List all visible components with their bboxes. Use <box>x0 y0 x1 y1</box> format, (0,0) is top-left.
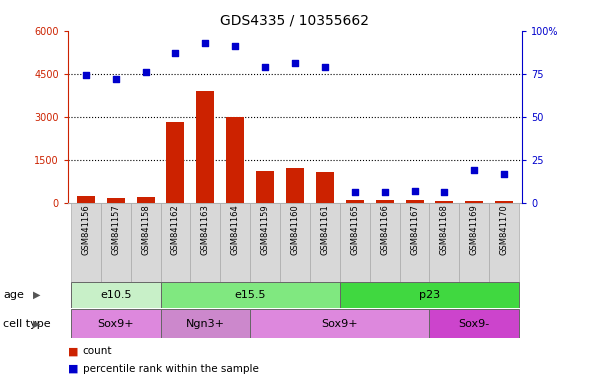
Bar <box>376 200 394 203</box>
Bar <box>286 168 304 203</box>
Bar <box>191 203 220 282</box>
Point <box>500 170 509 177</box>
Text: GSM841158: GSM841158 <box>141 204 150 255</box>
Bar <box>77 195 95 203</box>
Text: count: count <box>83 346 112 356</box>
Point <box>380 189 389 195</box>
Point <box>141 69 150 75</box>
Bar <box>310 203 340 282</box>
Text: ▶: ▶ <box>34 318 41 329</box>
Bar <box>430 309 519 338</box>
Point <box>260 64 270 70</box>
Text: GSM841166: GSM841166 <box>380 204 389 255</box>
Text: Sox9+: Sox9+ <box>97 318 134 329</box>
Text: GDS4335 / 10355662: GDS4335 / 10355662 <box>221 13 369 27</box>
Text: GSM841163: GSM841163 <box>201 204 210 255</box>
Text: GSM841160: GSM841160 <box>290 204 300 255</box>
Text: e10.5: e10.5 <box>100 290 132 300</box>
Point <box>320 64 330 70</box>
Point <box>290 60 300 66</box>
Bar <box>250 309 430 338</box>
Text: e15.5: e15.5 <box>234 290 266 300</box>
Point <box>410 188 419 194</box>
Point <box>201 40 210 46</box>
Text: GSM841167: GSM841167 <box>410 204 419 255</box>
Bar <box>430 203 460 282</box>
Bar <box>160 282 340 308</box>
Bar <box>370 203 399 282</box>
Text: GSM841164: GSM841164 <box>231 204 240 255</box>
Point <box>171 50 180 56</box>
Bar <box>226 117 244 203</box>
Text: ■: ■ <box>68 364 78 374</box>
Point <box>81 72 90 78</box>
Bar <box>340 203 370 282</box>
Point <box>470 167 479 173</box>
Bar <box>250 203 280 282</box>
Text: GSM841169: GSM841169 <box>470 204 479 255</box>
Bar <box>160 309 250 338</box>
Bar <box>107 198 124 203</box>
Text: age: age <box>3 290 24 300</box>
Text: percentile rank within the sample: percentile rank within the sample <box>83 364 258 374</box>
Bar <box>71 203 101 282</box>
Bar <box>137 197 155 203</box>
Point <box>350 189 359 195</box>
Text: GSM841165: GSM841165 <box>350 204 359 255</box>
Text: GSM841168: GSM841168 <box>440 204 449 255</box>
Text: ▶: ▶ <box>34 290 41 300</box>
Bar <box>466 201 483 203</box>
Point <box>111 76 120 82</box>
Text: Ngn3+: Ngn3+ <box>186 318 225 329</box>
Bar <box>160 203 191 282</box>
Bar <box>101 203 130 282</box>
Bar <box>340 282 519 308</box>
Bar <box>405 200 424 203</box>
Bar <box>220 203 250 282</box>
Text: p23: p23 <box>419 290 440 300</box>
Point <box>440 189 449 195</box>
Text: GSM841159: GSM841159 <box>261 204 270 255</box>
Bar <box>435 201 453 203</box>
Bar <box>346 200 364 203</box>
Text: Sox9-: Sox9- <box>458 318 490 329</box>
Point <box>231 43 240 49</box>
Bar <box>316 172 334 203</box>
Bar <box>166 122 185 203</box>
Bar <box>196 91 214 203</box>
Bar <box>71 309 160 338</box>
Bar <box>399 203 430 282</box>
Text: GSM841157: GSM841157 <box>111 204 120 255</box>
Text: Sox9+: Sox9+ <box>322 318 358 329</box>
Bar <box>460 203 489 282</box>
Text: GSM841161: GSM841161 <box>320 204 329 255</box>
Text: GSM841156: GSM841156 <box>81 204 90 255</box>
Bar <box>495 201 513 203</box>
Bar <box>256 171 274 203</box>
Bar <box>130 203 160 282</box>
Bar <box>489 203 519 282</box>
Text: ■: ■ <box>68 346 78 356</box>
Text: GSM841162: GSM841162 <box>171 204 180 255</box>
Text: cell type: cell type <box>3 318 51 329</box>
Text: GSM841170: GSM841170 <box>500 204 509 255</box>
Bar <box>280 203 310 282</box>
Bar <box>71 282 160 308</box>
